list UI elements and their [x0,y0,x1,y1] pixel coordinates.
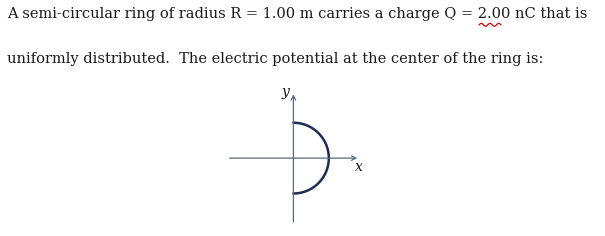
Text: y: y [282,85,290,99]
Text: x: x [355,160,363,174]
Text: uniformly distributed.  The electric potential at the center of the ring is:: uniformly distributed. The electric pote… [7,52,544,66]
Text: A semi-circular ring of radius R = 1.00 m carries a charge Q = 2.00 nC that is: A semi-circular ring of radius R = 1.00 … [7,7,587,21]
